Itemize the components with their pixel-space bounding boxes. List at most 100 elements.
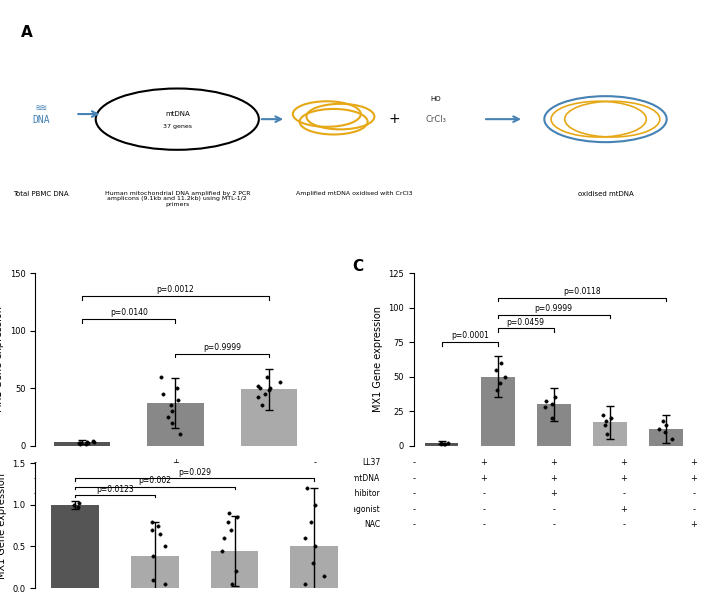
Point [253,381,264,390]
Text: p=0.0123: p=0.0123 [96,485,134,494]
Point [496,358,507,368]
Point [442,438,454,447]
Text: -: - [482,520,485,529]
Point [659,427,670,437]
Point [223,508,234,518]
Text: p=0.0001: p=0.0001 [451,331,489,340]
Text: +: + [690,458,697,467]
Point [88,436,99,446]
Text: cGAS inhibitor: cGAS inhibitor [325,489,380,498]
Point [661,420,672,429]
Point [256,400,268,410]
Bar [147,403,203,446]
Point [74,438,86,448]
Bar [241,389,297,446]
Text: oxmtDNA: oxmtDNA [344,474,380,483]
Text: -: - [622,520,625,529]
Point [264,383,275,393]
Text: -: - [692,505,695,514]
Point [546,399,557,409]
Text: -: - [34,458,37,467]
Point [230,567,241,576]
Bar [537,404,571,446]
Text: -: - [412,520,415,529]
Text: +: + [480,474,487,483]
Point [299,579,311,589]
Circle shape [544,96,667,142]
Point [309,542,320,551]
Text: +: + [550,474,557,483]
Point [318,571,329,580]
Text: -: - [412,474,415,483]
Text: -: - [174,489,177,498]
Text: NAC: NAC [364,520,380,529]
Bar [481,377,515,446]
Point [435,440,446,449]
Point [263,386,275,395]
Text: -: - [314,458,317,467]
Point [494,379,506,388]
Point [658,416,669,425]
Point [231,513,242,522]
Point [159,579,170,589]
Point [600,416,612,425]
Bar [425,443,459,446]
Point [598,410,609,420]
Text: C: C [352,260,363,274]
Text: p=0.0012: p=0.0012 [156,286,195,295]
Point [162,412,173,422]
Point [154,529,166,539]
Point [88,437,100,447]
Bar [54,442,110,446]
Bar [593,422,627,446]
Bar [51,505,99,588]
Text: p=0.9999: p=0.9999 [535,304,573,313]
Text: +: + [172,458,179,467]
Point [148,575,159,584]
Point [491,386,502,395]
Bar [211,551,258,588]
Point [156,372,167,381]
Point [540,397,552,406]
Point [69,500,80,510]
Text: -: - [412,489,415,498]
Point [82,438,93,448]
Bar [290,546,338,588]
Point [226,579,237,589]
Text: +: + [550,458,557,467]
Y-axis label: MX1 Gene expression: MX1 Gene expression [372,307,382,412]
Point [261,372,273,381]
Y-axis label: MX1 Gene expression: MX1 Gene expression [0,307,4,412]
Point [147,517,158,526]
Point [439,440,450,449]
Point [80,440,91,449]
Point [255,383,266,393]
Text: +: + [389,112,401,126]
Point [166,400,177,410]
Text: -: - [412,458,415,467]
Point [305,517,316,526]
Point [301,484,312,493]
Text: Total PBMC DNA: Total PBMC DNA [13,191,69,197]
Text: +: + [480,458,487,467]
Point [222,517,234,526]
Text: CrCl₃: CrCl₃ [425,115,446,124]
Text: -: - [482,505,485,514]
Text: LL37: LL37 [362,458,380,467]
Point [274,378,285,387]
Text: -: - [482,489,485,498]
Text: +: + [550,489,557,498]
Y-axis label: MX1 Gene expression: MX1 Gene expression [0,473,7,579]
Text: -: - [692,489,695,498]
Text: -: - [552,505,555,514]
Point [490,365,501,374]
Point [499,372,510,381]
Text: oxidised mtDNA: oxidised mtDNA [578,191,634,197]
Point [438,440,450,449]
Point [309,500,321,510]
Point [157,389,169,399]
Point [74,440,86,449]
Text: +: + [690,520,697,529]
Point [253,393,264,402]
Point [307,558,319,568]
